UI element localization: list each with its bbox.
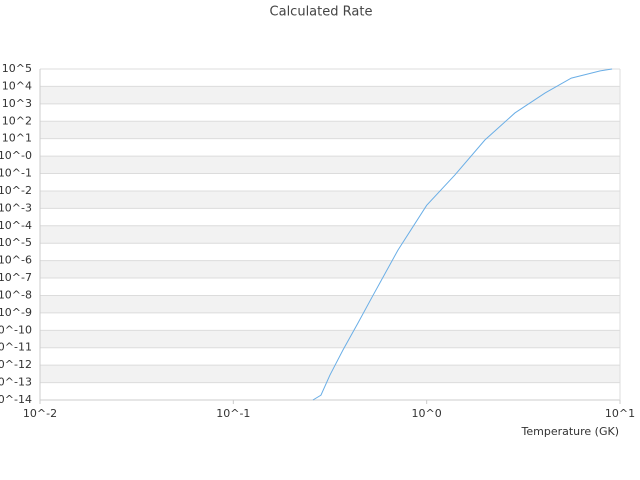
y-tick-label: 10^-1 [0,167,32,180]
y-tick-label: 10^-10 [0,323,32,336]
y-tick-label: 10^-8 [0,288,32,301]
y-tick-label: 10^-11 [0,341,32,354]
y-tick-label: 10^-2 [0,184,32,197]
y-tick-label: 10^2 [2,114,32,127]
y-tick-label: 10^-9 [0,306,32,319]
grid-band [40,190,620,209]
y-tick-label: 10^-13 [0,376,32,389]
data-line [312,68,613,401]
y-tick-label: 10^-7 [0,271,32,284]
chart-title: Calculated Rate [270,5,373,20]
grid-band [40,295,620,313]
y-tick-label: 10^-6 [0,254,32,267]
x-tick-label: 10^1 [605,407,635,420]
grid-band [40,330,620,348]
y-tick-label: 10^-0 [0,149,32,162]
y-tick-label: 10^1 [2,132,32,145]
y-tick-label: 10^4 [2,79,32,92]
grid-band [40,121,620,139]
y-tick-label: 10^-4 [0,219,32,232]
y-tick-label: 10^-3 [0,201,32,214]
grid-band [40,225,620,244]
y-tick-label: 10^3 [2,97,32,110]
x-tick-label: 10^-2 [23,407,57,420]
grid-band [40,86,620,104]
x-tick-label: 10^0 [412,407,442,420]
grid-band [40,260,620,279]
y-tick-label: 10^-12 [0,358,32,371]
y-tick-label: 10^-14 [0,393,32,406]
y-tick-label: 10^5 [2,62,32,75]
x-tick-label: 10^-1 [216,407,250,420]
y-tick-label: 10^-5 [0,236,32,249]
grid-band [40,156,620,174]
x-axis-label: Temperature (GK) [521,425,620,438]
